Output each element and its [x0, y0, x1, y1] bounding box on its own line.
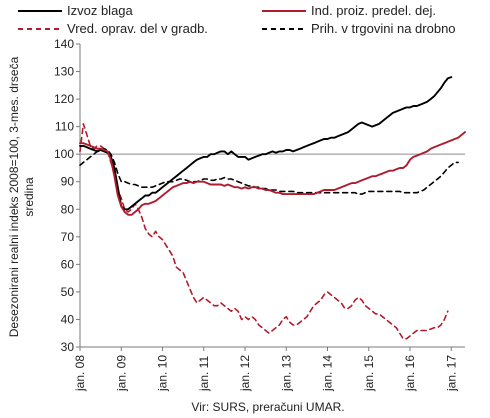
- legend-item-ind-proiz: Ind. proiz. predel. dej.: [262, 3, 436, 18]
- legend-item-vred-oprav: Vred. oprav. del v gradb.: [18, 21, 208, 36]
- legend: Izvoz blaga Ind. proiz. predel. dej. Vre…: [18, 3, 456, 36]
- y-axis-title: Desezonirani realni indeks 2008=100, 3-m…: [7, 56, 36, 337]
- y-axis-title-line-1: Desezonirani realni indeks 2008=100, 3-m…: [7, 56, 21, 337]
- y-tick-label: 70: [61, 230, 75, 244]
- x-axis: jan. 08 jan. 09 jan. 10 jan. 11 jan. 12 jan. …: [73, 346, 465, 392]
- y-tick-label: 140: [54, 37, 74, 51]
- y-tick-label: 80: [61, 202, 75, 216]
- source-note: Vir: SURS, preračuni UMAR.: [191, 400, 344, 414]
- legend-item-prih-trgovini: Prih. v trgovini na drobno: [262, 21, 456, 36]
- legend-item-izvoz-blaga: Izvoz blaga: [18, 3, 134, 18]
- x-tick-label: jan. 10: [156, 355, 170, 392]
- y-tick-label: 90: [61, 175, 75, 189]
- y-tick-label: 30: [61, 340, 75, 354]
- series-line-ind-proiz-predel-dej: [79, 131, 466, 216]
- legend-label-prih-trgovini: Prih. v trgovini na drobno: [311, 21, 456, 36]
- x-tick-label: jan. 09: [114, 355, 128, 392]
- plot-area: [79, 76, 466, 340]
- y-tick-label: 130: [54, 65, 74, 79]
- series-line-izvoz-blaga: [79, 76, 453, 211]
- x-tick-label: jan. 16: [403, 355, 417, 392]
- y-axis: 30 40 50 60 70 80 90 100 110 120 130 140: [54, 37, 81, 354]
- series-line-prih-v-trgovini-na-drobno: [79, 147, 459, 195]
- x-tick-label: jan. 08: [73, 355, 87, 392]
- x-tick-label: jan. 15: [362, 355, 376, 392]
- y-tick-label: 40: [61, 312, 75, 326]
- x-tick-label: jan. 14: [321, 355, 335, 392]
- y-tick-label: 60: [61, 257, 75, 271]
- x-tick-label: jan. 17: [444, 355, 458, 392]
- y-axis-title-line-2: sredina: [22, 177, 36, 217]
- legend-label-vred-oprav: Vred. oprav. del v gradb.: [67, 21, 208, 36]
- x-tick-label: jan. 11: [197, 356, 211, 392]
- y-tick-label: 50: [61, 285, 75, 299]
- y-tick-label: 120: [54, 92, 74, 106]
- y-tick-label: 110: [55, 120, 74, 134]
- x-tick-label: jan. 13: [279, 355, 293, 392]
- legend-label-ind-proiz: Ind. proiz. predel. dej.: [311, 3, 436, 18]
- legend-label-izvoz-blaga: Izvoz blaga: [67, 3, 134, 18]
- y-tick-label: 100: [54, 147, 74, 161]
- x-tick-label: jan. 12: [238, 355, 252, 392]
- series-line-vred-oprav-del-v-gradb: [79, 123, 449, 340]
